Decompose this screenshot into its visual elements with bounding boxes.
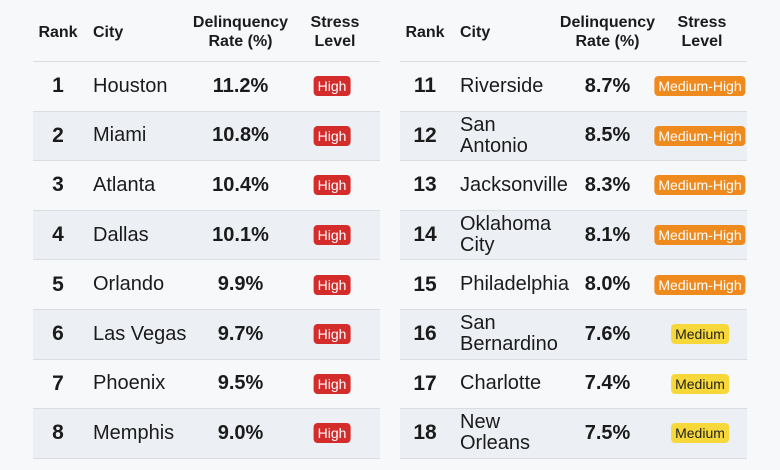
rate-cell: 8.3%	[584, 173, 631, 196]
rank-cell: 2	[52, 123, 64, 147]
rate-cell: 8.7%	[584, 74, 631, 97]
rate-cell: 9.5%	[217, 372, 264, 395]
table-row: 7 Phoenix 9.5% High	[33, 360, 380, 410]
rank-cell: 4	[52, 223, 64, 247]
city-cell: Riverside	[460, 74, 544, 97]
header-rank: Rank	[405, 24, 445, 41]
rate-cell: 8.0%	[584, 273, 631, 296]
rank-cell: 8	[52, 421, 64, 445]
table-row: 8 Memphis 9.0% High	[33, 409, 380, 459]
city-cell: Dallas	[93, 223, 149, 246]
stress-badge: Medium	[671, 423, 729, 444]
stress-badge: High	[313, 175, 351, 196]
rate-cell: 9.9%	[217, 273, 264, 296]
table-row: 6 Las Vegas 9.7% High	[33, 309, 380, 360]
table-row: 11 Riverside 8.7% Medium-High	[400, 62, 747, 112]
rate-cell: 10.8%	[212, 124, 269, 147]
rank-cell: 3	[52, 173, 64, 197]
stress-badge: High	[313, 274, 351, 295]
rank-cell: 13	[413, 173, 437, 197]
table-header: Rank City Delinquency Rate (%) Stress Le…	[33, 0, 380, 62]
header-stress: Stress Level	[310, 14, 360, 50]
city-cell: Las Vegas	[93, 322, 187, 345]
city-cell: Oklahoma City	[460, 213, 552, 257]
header-city: City	[93, 24, 124, 41]
rate-cell: 7.4%	[584, 372, 631, 395]
rate-cell: 8.5%	[584, 124, 631, 147]
rank-cell: 1	[52, 74, 64, 98]
stress-badge: Medium-High	[654, 125, 746, 146]
table-body: 1 Houston 11.2% High 2 Miami 10.8% High 3 Atlanta…	[33, 62, 380, 459]
rate-cell: 9.7%	[217, 322, 264, 345]
table-row: 5 Orlando 9.9% High	[33, 260, 380, 310]
table-row: 12 San Antonio 8.5% Medium-High	[400, 111, 747, 162]
header-rank: Rank	[38, 24, 78, 41]
rank-cell: 5	[52, 272, 64, 296]
stress-badge: High	[313, 423, 351, 444]
ranking-table-right: Rank City Delinquency Rate (%) Stress Le…	[400, 0, 747, 459]
stress-badge: Medium-High	[654, 225, 746, 246]
rate-cell: 7.5%	[584, 421, 631, 444]
city-cell: Orlando	[93, 273, 165, 296]
table-body: 11 Riverside 8.7% Medium-High 12 San Antonio 8…	[400, 62, 747, 459]
rank-cell: 18	[413, 421, 437, 445]
city-cell: Philadelphia	[460, 273, 569, 296]
stress-badge: High	[313, 373, 351, 394]
stress-badge: High	[313, 76, 351, 97]
header-rate: Delinquency Rate (%)	[192, 14, 289, 50]
table-row: 16 San Bernardino 7.6% Medium	[400, 309, 747, 360]
stress-badge: High	[313, 324, 351, 345]
stress-badge: High	[313, 225, 351, 246]
header-rate: Delinquency Rate (%)	[559, 14, 656, 50]
city-cell: San Antonio	[460, 113, 528, 157]
header-stress: Stress Level	[677, 14, 727, 50]
stress-badge: Medium	[671, 324, 729, 345]
table-row: 14 Oklahoma City 8.1% Medium-High	[400, 210, 747, 261]
city-cell: San Bernardino	[460, 312, 558, 356]
city-cell: Houston	[93, 74, 168, 97]
city-cell: Memphis	[93, 421, 175, 444]
city-cell: New Orleans	[460, 411, 531, 455]
table-row: 4 Dallas 10.1% High	[33, 210, 380, 261]
table-header: Rank City Delinquency Rate (%) Stress Le…	[400, 0, 747, 62]
city-cell: Charlotte	[460, 372, 542, 395]
rank-cell: 7	[52, 371, 64, 395]
table-row: 15 Philadelphia 8.0% Medium-High	[400, 260, 747, 310]
table-row: 17 Charlotte 7.4% Medium	[400, 360, 747, 410]
table-row: 1 Houston 11.2% High	[33, 62, 380, 112]
rate-cell: 10.4%	[212, 173, 269, 196]
rank-cell: 14	[413, 223, 437, 247]
rank-cell: 12	[413, 123, 437, 147]
rate-cell: 8.1%	[584, 223, 631, 246]
stress-badge: Medium-High	[654, 175, 746, 196]
rank-cell: 17	[413, 371, 437, 395]
city-cell: Phoenix	[93, 372, 166, 395]
stress-badge: High	[313, 125, 351, 146]
stress-badge: Medium-High	[654, 76, 746, 97]
city-cell: Jacksonville	[460, 173, 568, 196]
city-cell: Atlanta	[93, 173, 156, 196]
rate-cell: 11.2%	[212, 74, 269, 97]
rate-cell: 7.6%	[584, 322, 631, 345]
rate-cell: 10.1%	[212, 223, 269, 246]
table-row: 2 Miami 10.8% High	[33, 111, 380, 162]
rank-cell: 15	[413, 272, 437, 296]
rank-cell: 11	[413, 74, 437, 98]
header-city: City	[460, 24, 491, 41]
stress-badge: Medium	[671, 373, 729, 394]
table-row: 13 Jacksonville 8.3% Medium-High	[400, 161, 747, 211]
table-row: 3 Atlanta 10.4% High	[33, 161, 380, 211]
ranking-table-left: Rank City Delinquency Rate (%) Stress Le…	[33, 0, 380, 459]
city-cell: Miami	[93, 124, 147, 147]
rank-cell: 16	[413, 322, 437, 346]
table-row: 18 New Orleans 7.5% Medium	[400, 409, 747, 459]
rank-cell: 6	[52, 322, 64, 346]
rate-cell: 9.0%	[217, 421, 264, 444]
stress-badge: Medium-High	[654, 274, 746, 295]
